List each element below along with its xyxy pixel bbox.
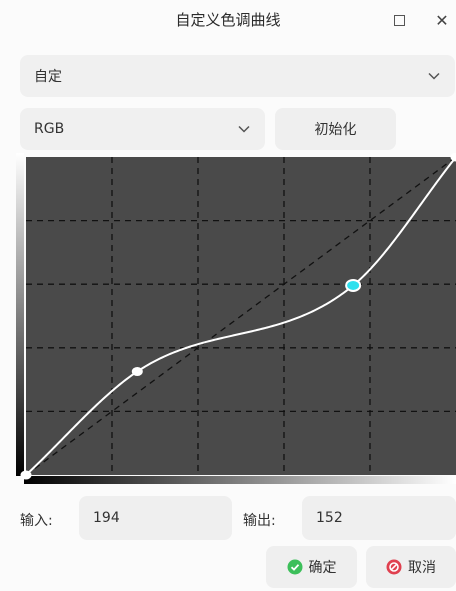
control-point[interactable] bbox=[450, 152, 456, 162]
output-gradient-bar bbox=[16, 153, 24, 476]
initialize-button[interactable]: 初始化 bbox=[275, 108, 396, 150]
tone-curve-line bbox=[25, 156, 456, 476]
cancel-button[interactable]: 取消 bbox=[366, 546, 456, 588]
input-gradient-bar bbox=[24, 476, 456, 484]
curve-control-points[interactable] bbox=[20, 152, 456, 480]
channel-select[interactable]: RGB bbox=[20, 108, 265, 150]
ok-button-label: 确定 bbox=[308, 560, 337, 576]
mode-select[interactable]: 自定 bbox=[20, 55, 455, 97]
close-icon: ✕ bbox=[435, 10, 449, 30]
curve-grid bbox=[26, 157, 456, 475]
channel-select-value: RGB bbox=[34, 121, 65, 137]
selected-control-point[interactable] bbox=[345, 278, 362, 292]
cancel-circle-icon bbox=[386, 559, 402, 575]
input-label: 输入: bbox=[20, 513, 53, 529]
output-value-field[interactable]: 152 bbox=[302, 496, 456, 540]
chevron-down-icon bbox=[428, 72, 440, 80]
curve-canvas[interactable] bbox=[16, 152, 456, 484]
control-point[interactable] bbox=[20, 470, 32, 480]
maximize-icon bbox=[393, 14, 405, 26]
check-circle-icon bbox=[287, 559, 302, 575]
output-label: 输出: bbox=[243, 513, 276, 529]
close-button[interactable]: ✕ bbox=[428, 6, 456, 34]
maximize-button[interactable] bbox=[385, 6, 413, 34]
chevron-down-icon bbox=[238, 125, 250, 133]
identity-diagonal bbox=[25, 156, 456, 476]
title-bar: 自定义色调曲线 ✕ bbox=[0, 0, 456, 40]
cancel-button-label: 取消 bbox=[408, 560, 436, 576]
control-point[interactable] bbox=[131, 366, 143, 376]
ok-button[interactable]: 确定 bbox=[266, 546, 357, 588]
input-value-field[interactable]: 194 bbox=[79, 496, 232, 540]
mode-select-value: 自定 bbox=[34, 69, 62, 85]
window-title: 自定义色调曲线 bbox=[175, 11, 281, 29]
tone-curve-editor[interactable] bbox=[16, 152, 456, 484]
